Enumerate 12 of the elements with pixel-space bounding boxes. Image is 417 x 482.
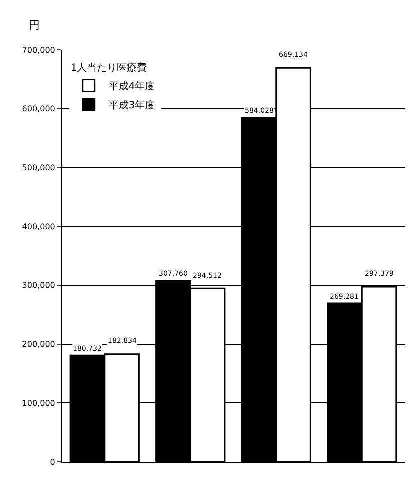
y-tick-label: 700,000	[22, 46, 56, 55]
legend-label: 平成4年度	[108, 80, 156, 93]
y-tick-label: 300,000	[22, 281, 56, 290]
y-tick-label: 600,000	[22, 104, 56, 114]
legend-label: 平成3年度	[108, 100, 156, 112]
y-tick-label: 500,000	[22, 164, 56, 173]
y-tick-label: 0	[50, 458, 56, 467]
y-tick-label: 400,000	[22, 222, 56, 232]
legend-title: 1人当たり医療費	[70, 62, 148, 74]
y-tick-label: 200,000	[22, 340, 56, 350]
y-tick-label: 100,000	[22, 398, 56, 408]
y-axis-title: 円	[29, 19, 40, 32]
